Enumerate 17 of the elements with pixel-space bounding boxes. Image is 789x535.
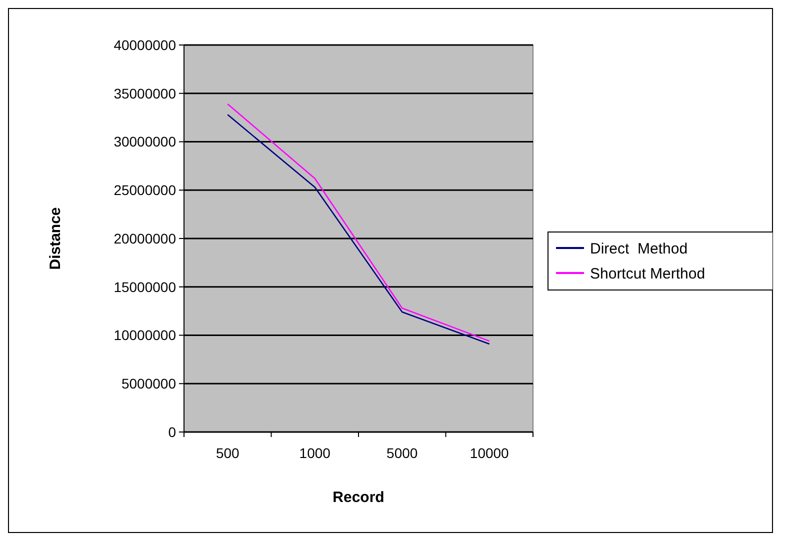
y-tick-label: 0 — [168, 424, 176, 440]
legend-label: Shortcut Merthod — [590, 265, 706, 282]
x-axis-title: Record — [332, 489, 384, 506]
y-tick-label: 40000000 — [114, 36, 176, 53]
y-tick-label: 5000000 — [121, 376, 176, 392]
y-axis-title: Distance — [47, 207, 64, 270]
x-tick-label: 1000 — [299, 445, 331, 461]
y-tick-label: 25000000 — [114, 182, 176, 198]
y-tick-label: 20000000 — [114, 230, 176, 246]
legend-label: Direct Method — [590, 240, 688, 258]
y-tick-label: 10000000 — [114, 327, 176, 344]
x-tick-label: 5000 — [386, 445, 418, 461]
x-tick-label: 500 — [216, 445, 240, 461]
y-tick-label: 30000000 — [114, 134, 176, 150]
x-tick-label: 10000 — [470, 445, 510, 461]
y-tick-label: 15000000 — [114, 278, 176, 295]
y-tick-label: 35000000 — [114, 85, 176, 102]
